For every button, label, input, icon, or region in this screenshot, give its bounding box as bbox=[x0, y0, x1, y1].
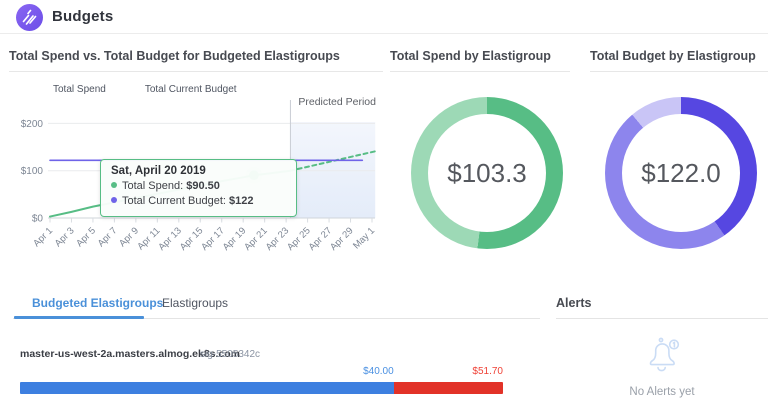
total-spend-legend-label: Total Spend bbox=[53, 84, 106, 95]
spotinst-logo bbox=[16, 4, 43, 31]
purple-bullet-icon bbox=[111, 197, 117, 204]
svg-text:Apr 25: Apr 25 bbox=[285, 225, 313, 253]
alerts-title: Alerts bbox=[556, 296, 592, 310]
total-spend-value: $103.3 bbox=[447, 157, 527, 188]
tooltip-total-spend: Total Spend: $90.50 bbox=[111, 179, 286, 194]
svg-text:Apr 23: Apr 23 bbox=[264, 225, 292, 253]
svg-text:Apr 5: Apr 5 bbox=[74, 225, 98, 249]
svg-text:Apr 15: Apr 15 bbox=[178, 225, 206, 253]
alerts-divider bbox=[556, 318, 768, 319]
tooltip-date: Sat, April 20 2019 bbox=[111, 165, 206, 177]
svg-text:Apr 29: Apr 29 bbox=[328, 225, 356, 253]
over-budget-segment bbox=[393, 382, 503, 394]
svg-text:$100: $100 bbox=[21, 166, 44, 177]
page-title: Budgets bbox=[52, 8, 114, 25]
green-bullet-icon bbox=[111, 182, 117, 188]
spend-donut-divider bbox=[390, 71, 570, 72]
predicted-period-label: Predicted Period bbox=[298, 96, 376, 108]
total-spend-donut[interactable]: $103.3 bbox=[411, 97, 563, 249]
total-budget-donut[interactable]: $122.0 bbox=[605, 97, 757, 249]
svg-text:Apr 27: Apr 27 bbox=[307, 225, 335, 253]
active-tab-underline bbox=[14, 316, 144, 319]
svg-text:Apr 1: Apr 1 bbox=[31, 225, 55, 249]
spend-donut-title: Total Spend by Elastigroup bbox=[390, 49, 551, 63]
no-alerts-text: No Alerts yet bbox=[629, 386, 695, 398]
chart-legend: Total Spend Total Current Budget bbox=[40, 84, 237, 95]
svg-text:May 1: May 1 bbox=[351, 225, 377, 251]
spend-progress-bar bbox=[20, 382, 503, 394]
elastigroup-name[interactable]: master-us-west-2a.masters.almog.ek8s.com bbox=[20, 348, 241, 360]
svg-text:Apr 21: Apr 21 bbox=[242, 225, 270, 253]
total-budget-legend-dash bbox=[128, 88, 139, 91]
budget-amount-label: $40.00 bbox=[363, 366, 394, 377]
tab-elastigroups[interactable]: Elastigroups bbox=[162, 296, 229, 310]
svg-text:Apr 13: Apr 13 bbox=[156, 225, 184, 253]
tab-budgeted-elastigroups[interactable]: Budgeted Elastigroups bbox=[32, 296, 164, 310]
svg-text:$200: $200 bbox=[21, 119, 44, 130]
svg-text:Apr 7: Apr 7 bbox=[96, 225, 120, 249]
tabs-divider bbox=[13, 318, 540, 319]
svg-text:Apr 19: Apr 19 bbox=[221, 225, 249, 253]
header-divider bbox=[0, 33, 768, 34]
elastigroup-sig: sig-5505342c bbox=[200, 349, 261, 360]
within-budget-segment bbox=[20, 382, 394, 394]
svg-text:Apr 3: Apr 3 bbox=[53, 225, 77, 249]
chart-tooltip: Sat, April 20 2019 Total Spend: $90.50 T… bbox=[100, 159, 297, 217]
budget-donut-title: Total Budget by Elastigroup bbox=[590, 49, 756, 63]
tooltip-total-budget: Total Current Budget: $122 bbox=[111, 194, 286, 209]
budget-usage-bar: $40.00 $51.70 bbox=[20, 366, 503, 394]
svg-text:$0: $0 bbox=[32, 214, 44, 225]
overspend-amount-label: $51.70 bbox=[472, 366, 503, 377]
total-budget-legend-label: Total Current Budget bbox=[144, 84, 237, 95]
total-budget-value: $122.0 bbox=[641, 157, 721, 188]
spend-vs-budget-title: Total Spend vs. Total Budget for Budgete… bbox=[9, 49, 340, 63]
bell-icon bbox=[649, 337, 680, 372]
chart-title-divider bbox=[9, 71, 383, 72]
budget-donut-divider bbox=[590, 71, 768, 72]
svg-text:Apr 17: Apr 17 bbox=[199, 225, 227, 253]
total-spend-legend-dot bbox=[40, 86, 48, 94]
